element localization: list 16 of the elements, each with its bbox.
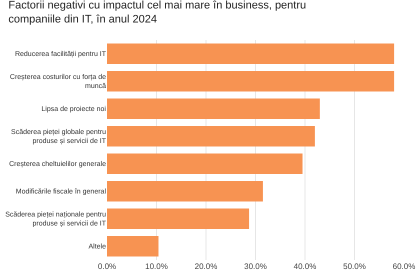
bar: [107, 98, 320, 120]
x-tick-label: 20.0%: [194, 262, 218, 271]
bar: [107, 180, 263, 202]
bar: [107, 208, 250, 230]
bar: [107, 70, 394, 92]
x-tick-label: 10.0%: [145, 262, 168, 271]
x-tick-label: 0.0%: [98, 262, 116, 271]
bar: [107, 153, 303, 174]
bar: [107, 236, 158, 257]
x-tick-label: 30.0%: [244, 262, 267, 271]
x-tick-label: 60.0%: [392, 262, 416, 271]
bar: [107, 126, 315, 147]
chart-title: Factorii negativi cu impactul cel mai mare în business, pentru companiile din IT, în anul 2024: [8, 0, 306, 26]
x-tick-label: 50.0%: [343, 262, 366, 271]
x-tick-label: 40.0%: [294, 262, 316, 271]
bar: [107, 43, 394, 64]
